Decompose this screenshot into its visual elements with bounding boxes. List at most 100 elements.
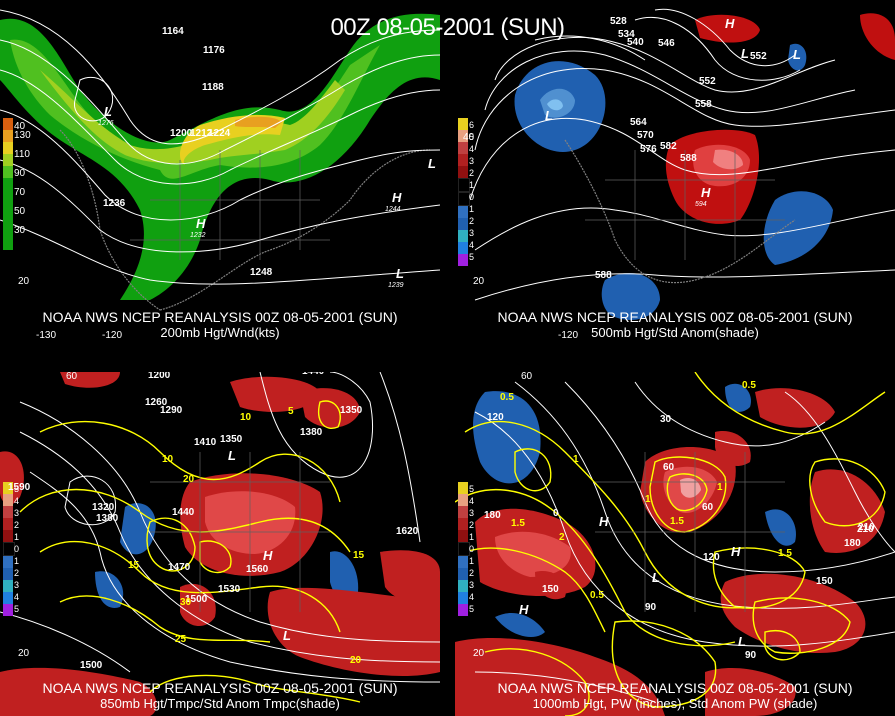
contour-label: 90 (745, 650, 757, 661)
legend-label: 2 (14, 568, 20, 578)
center-value: 594 (695, 201, 707, 208)
panel-caption: NOAA NWS NCEP REANALYSIS 00Z 08-05-2001 … (42, 680, 398, 696)
lat-label: 60 (66, 372, 78, 382)
legend-label: 5 (469, 132, 475, 142)
map-500mb (469, 8, 895, 320)
contour-label: 576 (640, 144, 657, 155)
contour-label: 588 (680, 153, 697, 164)
legend-label: 1 (469, 180, 475, 190)
lon-label: -130 (36, 330, 57, 341)
panel-subcaption: 200mb Hgt/Wnd(kts) (160, 325, 280, 340)
contour-label: 1620 (396, 526, 419, 537)
anomaly-legend-labels: 6 5 4 3 2 1 0 1 2 3 4 5 (469, 119, 474, 263)
contour-label: 1590 (8, 482, 31, 493)
legend-label: 2 (469, 568, 475, 578)
contour-label: 1164 (162, 26, 184, 37)
pw-label: 1.5 (670, 516, 684, 527)
temp-label: 15 (128, 560, 140, 571)
panel-1000mb: 5 4 3 2 1 0 1 2 3 4 5 120 150 180 210 60… (455, 372, 895, 716)
contour-label: 1248 (250, 267, 273, 278)
contour-label: 180 (844, 538, 861, 549)
lat-label: 20 (473, 276, 485, 287)
contour-label: 528 (610, 16, 627, 27)
panel-caption: NOAA NWS NCEP REANALYSIS 00Z 08-05-2001 … (42, 309, 398, 325)
contour-label: 1380 (300, 427, 323, 438)
legend-label: 2 (469, 216, 475, 226)
lat-label: 60 (521, 372, 533, 382)
map-200mb (0, 9, 440, 311)
legend-label: 2 (469, 168, 475, 178)
panel-200mb: 130 110 90 70 50 30 40 1164 1176 1188 12… (0, 0, 440, 345)
legend-label: 2 (14, 520, 20, 530)
legend-label: 4 (469, 240, 475, 250)
pw-label: 1 (645, 494, 651, 505)
panel-500mb: 6 5 4 3 2 1 0 1 2 3 4 5 528 534 540 546 … (455, 0, 895, 345)
legend-label: 1 (14, 556, 20, 566)
contour-label: 564 (630, 117, 647, 128)
contour-label: 1212 (190, 128, 213, 139)
lat-label: 40 (463, 132, 475, 143)
contour-label: 540 (627, 37, 644, 48)
legend-label: 3 (469, 228, 475, 238)
legend-label: 4 (469, 496, 475, 506)
legend-label: 4 (469, 592, 475, 602)
legend-label: 110 (14, 149, 30, 160)
contour-label: 60 (663, 462, 675, 473)
pw-label: 2 (559, 532, 565, 543)
contour-label: 588 (595, 270, 612, 281)
contour-label: 210 (857, 524, 874, 535)
legend-label: 4 (14, 496, 20, 506)
contour-label: 1188 (202, 82, 224, 93)
contour-label: 90 (645, 602, 657, 613)
pw-label: 1 (573, 454, 579, 465)
contour-label: 1410 (194, 437, 217, 448)
temp-label: 10 (162, 454, 174, 465)
wind-speed-legend (3, 118, 13, 250)
contour-label: 1380 (96, 513, 119, 524)
high-center-marker: H (701, 185, 711, 200)
panel-caption: NOAA NWS NCEP REANALYSIS 00Z 08-05-2001 … (497, 680, 853, 696)
wind-legend-top-label: 40 (14, 121, 26, 132)
temp-label: 10 (240, 412, 252, 423)
lat-label: 20 (18, 648, 30, 659)
anomaly-legend (458, 482, 470, 616)
pw-label: 1.5 (511, 518, 525, 529)
high-center-marker: H (731, 544, 741, 559)
legend-label: 4 (469, 144, 475, 154)
contour-label: 1176 (203, 45, 225, 56)
contour-label: 1200 (148, 372, 171, 381)
contour-label: 150 (816, 576, 833, 587)
legend-label: 3 (469, 508, 475, 518)
low-center-marker: L (741, 46, 749, 61)
temp-label: 20 (350, 655, 362, 666)
figure-title: 00Z 08-05-2001 (SUN) (330, 14, 565, 41)
low-center-marker: L (652, 570, 660, 585)
panel-caption: NOAA NWS NCEP REANALYSIS 00Z 08-05-2001 … (497, 309, 853, 325)
contour-label: 558 (695, 99, 712, 110)
low-center-marker: L (428, 156, 436, 171)
contour-label: 1236 (103, 198, 126, 209)
legend-label: 4 (14, 592, 20, 602)
legend-label: 5 (469, 252, 475, 262)
legend-label: 1 (469, 532, 475, 542)
legend-label: 2 (469, 520, 475, 530)
legend-label: 1 (14, 532, 20, 542)
legend-label: 6 (469, 120, 475, 130)
pw-label: 1 (717, 482, 723, 493)
contour-label: 1470 (168, 562, 191, 573)
legend-label: 5 (14, 604, 20, 614)
contour-label: 150 (542, 584, 559, 595)
panel-subcaption: 850mb Hgt/Tmpc/Std Anom Tmpc(shade) (100, 696, 340, 711)
pw-label: 0.5 (590, 590, 604, 601)
legend-label: 70 (14, 187, 26, 198)
contour-label: 534 (618, 29, 635, 40)
contour-label: 60 (702, 502, 714, 513)
wind-legend-labels: 130 110 90 70 50 30 (14, 120, 31, 237)
legend-label: 0 (14, 544, 20, 554)
high-center-marker: H (392, 190, 402, 205)
anomaly-legend-labels: 5 4 3 2 1 0 1 2 3 4 5 (14, 483, 19, 615)
temp-label: 20 (183, 474, 195, 485)
low-center-marker: L (545, 108, 553, 123)
contour-label: 210 (858, 522, 875, 533)
legend-label: 5 (469, 484, 475, 494)
